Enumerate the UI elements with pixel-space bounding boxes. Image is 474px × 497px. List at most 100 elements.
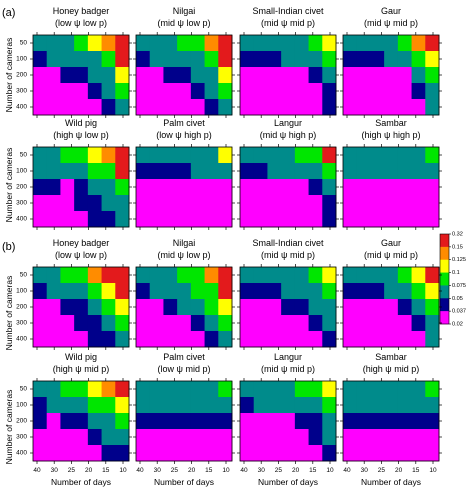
heatmap-cell — [253, 83, 268, 100]
heatmap-cell — [136, 211, 151, 228]
heatmap-cell — [46, 211, 61, 228]
heatmap-cell — [190, 397, 205, 414]
heatmap-cell — [46, 179, 61, 196]
heatmap-cell — [281, 283, 296, 300]
heatmap-cell — [74, 429, 89, 446]
heatmap-cell — [115, 413, 130, 430]
heatmap-cell — [136, 99, 151, 116]
heatmap-cell — [356, 195, 371, 212]
x-tick-label: 40 — [240, 467, 248, 474]
y-tick-label: 50 — [20, 152, 28, 159]
heatmap-cell — [33, 429, 48, 446]
heatmap-cell — [46, 83, 61, 100]
heatmap-cell — [204, 67, 219, 84]
heatmap-cell — [149, 35, 164, 52]
heatmap-cell — [267, 179, 282, 196]
heatmap-cell — [149, 179, 164, 196]
heatmap-cell — [60, 397, 75, 414]
heatmap-cell — [343, 83, 358, 100]
heatmap-cell — [253, 35, 268, 52]
heatmap-cell — [397, 283, 412, 300]
heatmap-cell — [149, 413, 164, 430]
heatmap-cell — [240, 83, 255, 100]
x-axis-label: Number of days — [51, 477, 111, 487]
heatmap-cell — [204, 83, 219, 100]
heatmap-cell — [240, 267, 255, 284]
heatmap-cell — [74, 299, 89, 316]
heatmap-cell — [204, 51, 219, 68]
heatmap-cell — [322, 299, 337, 316]
x-tick-label: 15 — [205, 467, 213, 474]
heatmap-cell — [136, 35, 151, 52]
heatmap-cell — [87, 445, 102, 462]
heatmap-cell — [33, 413, 48, 430]
heatmap-cell — [115, 35, 130, 52]
heatmap-cell — [218, 315, 233, 332]
heatmap-cell — [115, 99, 130, 116]
heatmap-cell — [281, 397, 296, 414]
heatmap-cell — [370, 147, 385, 164]
legend-tick-label: 0.075 — [452, 283, 466, 289]
heatmap-cell — [149, 99, 164, 116]
heatmap-cell — [149, 445, 164, 462]
heatmap-cell — [163, 413, 178, 430]
heatmap-cell — [204, 267, 219, 284]
heatmap-cell — [384, 147, 399, 164]
heatmap-cell — [281, 211, 296, 228]
heatmap-cell — [218, 397, 233, 414]
heatmap-cell — [204, 445, 219, 462]
heatmap-cell — [356, 67, 371, 84]
x-axis-label: Number of days — [361, 477, 421, 487]
panel-subtitle: (mid ψ mid p) — [261, 18, 315, 28]
heatmap-cell — [115, 67, 130, 84]
heatmap-cell — [204, 413, 219, 430]
panel-title: Small-Indian civet — [252, 238, 324, 248]
heatmap-cell — [294, 195, 309, 212]
heatmap-cell — [46, 283, 61, 300]
color-legend: 0.32 0.15 0.125 0.1 0.075 0.05 0.037 0.02 — [439, 231, 466, 327]
legend-tick-label: 0.02 — [452, 321, 463, 327]
heatmap-cell — [74, 147, 89, 164]
heatmap-cell — [60, 267, 75, 284]
heatmap-cell — [149, 381, 164, 398]
heatmap-cell — [411, 413, 426, 430]
heatmap-cell — [204, 429, 219, 446]
heatmap-cell — [190, 195, 205, 212]
heatmap-cell — [240, 99, 255, 116]
heatmap-cell — [397, 163, 412, 180]
heatmap-cell — [425, 179, 440, 196]
heatmap-cell — [190, 211, 205, 228]
heatmap-cell — [101, 283, 116, 300]
heatmap-cell — [74, 67, 89, 84]
heatmap-cell — [163, 35, 178, 52]
heatmap-cell — [60, 83, 75, 100]
heatmap-cell — [115, 211, 130, 228]
heatmap-cell — [308, 315, 323, 332]
heatmap-cell — [190, 179, 205, 196]
x-tick-label: 15 — [412, 467, 420, 474]
heatmap-cell — [267, 211, 282, 228]
heatmap-cell — [308, 99, 323, 116]
heatmap-cell — [60, 445, 75, 462]
heatmap-cell — [267, 445, 282, 462]
heatmap-cell — [322, 35, 337, 52]
heatmap-cell — [370, 413, 385, 430]
heatmap-cell — [136, 299, 151, 316]
heatmap-cell — [322, 429, 337, 446]
heatmap-cell — [294, 429, 309, 446]
panel-title: Sambar — [375, 118, 407, 128]
heatmap-cell — [101, 315, 116, 332]
heatmap-cell — [60, 147, 75, 164]
heatmap-cell — [370, 429, 385, 446]
heatmap-cell — [253, 315, 268, 332]
heatmap-cell — [267, 67, 282, 84]
y-tick-label: 100 — [16, 56, 27, 63]
heatmap-cell — [356, 147, 371, 164]
heatmap-cell — [33, 445, 48, 462]
heatmap-cell — [33, 195, 48, 212]
panel-subtitle: (low ψ low p) — [55, 18, 107, 28]
heatmap-cell — [149, 429, 164, 446]
panel-title: Wild pig — [65, 118, 97, 128]
y-tick-label: 400 — [16, 450, 27, 457]
heatmap-cell — [101, 299, 116, 316]
